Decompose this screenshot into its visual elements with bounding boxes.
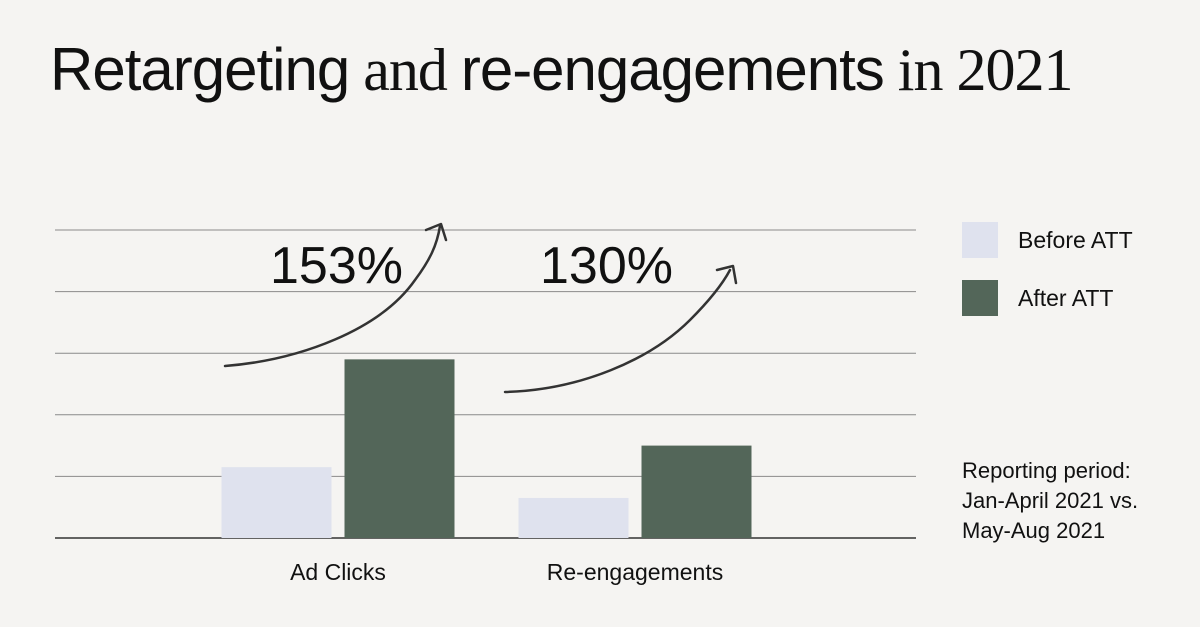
- note-line: Reporting period:: [962, 458, 1131, 483]
- title-part: Retargeting: [50, 36, 350, 103]
- reporting-period-note: Reporting period: Jan-April 2021 vs. May…: [962, 456, 1182, 546]
- legend-label: Before ATT: [1018, 226, 1133, 253]
- title-part: in 2021: [883, 37, 1074, 103]
- chart-title: Retargeting and re-engagements in 2021: [50, 37, 1074, 103]
- legend-swatch-before: [962, 222, 998, 258]
- x-tick-label: Re-engagements: [547, 559, 723, 585]
- trend-arrow: [223, 224, 442, 368]
- note-line: May-Aug 2021: [962, 518, 1106, 543]
- percent-change-label: 130%: [540, 237, 673, 295]
- legend-label: After ATT: [1018, 284, 1114, 311]
- bar-after-1: [344, 359, 455, 538]
- note-line: Jan-April 2021 vs.: [962, 488, 1139, 513]
- title-part: and: [349, 37, 461, 103]
- legend-item-before: Before ATT: [962, 222, 1133, 258]
- x-tick-label: Ad Clicks: [290, 559, 386, 585]
- trend-arrow-head: [715, 264, 738, 285]
- percent-change-label: 153%: [270, 237, 403, 295]
- legend: Before ATT After ATT: [962, 222, 1133, 338]
- bar-before-2: [518, 497, 629, 538]
- trend-arrow: [503, 268, 732, 394]
- legend-item-after: After ATT: [962, 280, 1133, 316]
- bar-before-1: [221, 467, 332, 538]
- title-part: re-engagements: [460, 36, 885, 103]
- bar-after-2: [641, 445, 752, 538]
- legend-swatch-after: [962, 280, 998, 316]
- trend-arrow-head: [424, 222, 448, 242]
